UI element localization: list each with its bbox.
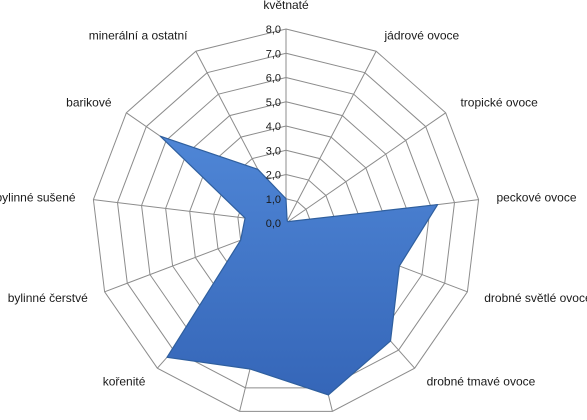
radial-spoke bbox=[285, 50, 377, 224]
tick-label: 1,0 bbox=[266, 194, 281, 206]
category-label: kořenité bbox=[103, 375, 146, 389]
radial-spoke bbox=[285, 112, 446, 224]
category-label: minerální a ostatní bbox=[89, 28, 188, 42]
tick-label: 8,0 bbox=[266, 24, 281, 36]
category-label: tropické ovoce bbox=[460, 96, 538, 110]
category-label: drobné světlé ovoce bbox=[484, 291, 587, 305]
tick-label: 0,0 bbox=[266, 218, 281, 230]
radial-tick-labels: 0,0 1,0 2,0 3,0 4,0 5,0 6,0 7,0 8,0 bbox=[266, 24, 281, 230]
grid-ring bbox=[92, 28, 480, 412]
series-layer bbox=[159, 135, 439, 396]
tick-label: 4,0 bbox=[266, 121, 281, 133]
tick-label: 7,0 bbox=[266, 48, 281, 60]
category-label: květnaté bbox=[263, 0, 309, 12]
category-label: bylinné sušené bbox=[0, 190, 76, 204]
grid-ring bbox=[116, 52, 456, 389]
tick-label: 3,0 bbox=[266, 145, 281, 157]
tick-label: 5,0 bbox=[266, 97, 281, 109]
category-label: peckové ovoce bbox=[496, 190, 576, 204]
tick-label: 2,0 bbox=[266, 170, 281, 182]
category-label: jádrové ovoce bbox=[384, 28, 460, 42]
category-label: drobné tmavé ovoce bbox=[427, 375, 536, 389]
series-area bbox=[159, 135, 439, 396]
tick-label: 6,0 bbox=[266, 73, 281, 85]
category-label: barikové bbox=[66, 96, 112, 110]
category-label: bylinné čerstvé bbox=[8, 291, 88, 305]
